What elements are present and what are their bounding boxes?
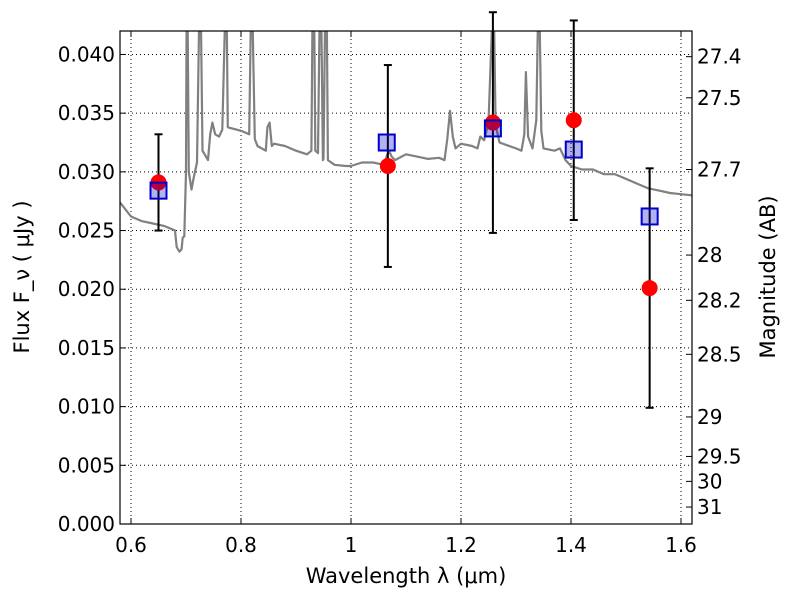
y-tick-label: 0.005	[58, 453, 115, 477]
model-point	[483, 119, 502, 138]
y-axis-label: Flux F_ν ( μJy )	[10, 200, 35, 353]
plot-background	[120, 31, 692, 524]
y-tick-label: 0.000	[58, 512, 115, 536]
y-tick-label: 0.010	[58, 395, 115, 419]
y2-axis-label: Magnitude (AB)	[756, 195, 780, 358]
y-tick-label: 0.020	[58, 277, 115, 301]
y-tick-label: 0.040	[58, 42, 115, 66]
y2-tick-label: 30	[697, 469, 722, 493]
y2-tick-label: 31	[697, 495, 722, 519]
x-tick-label: 1.4	[555, 533, 587, 557]
x-tick-label: 1.2	[445, 533, 477, 557]
x-tick-label: 0.6	[115, 533, 147, 557]
model-spectrum-line	[120, 31, 692, 253]
y-tick-label: 0.025	[58, 219, 115, 243]
observed-point	[641, 280, 658, 297]
y-tick-label: 0.015	[58, 336, 115, 360]
y2-tick-label: 27.4	[697, 45, 742, 69]
y2-tick-label: 29.5	[697, 444, 742, 468]
observed-point	[565, 112, 582, 129]
model-point	[564, 140, 583, 159]
y2-tick-label: 28.5	[697, 342, 742, 366]
y2-tick-label: 28	[697, 243, 722, 267]
tick-marks	[120, 31, 692, 525]
tick-labels: 0.6 0.8 1 1.2 1.4 1.6 0.000 0.005 0.010 0.015 0.02…	[58, 42, 742, 557]
marker-layer	[149, 11, 659, 409]
y2-tick-label: 27.5	[697, 86, 742, 110]
model-point	[640, 207, 659, 226]
y-tick-label: 0.035	[58, 101, 115, 125]
x-tick-label: 0.8	[225, 533, 257, 557]
x-axis-label: Wavelength λ (μm)	[306, 564, 507, 588]
y2-tick-label: 29	[697, 405, 722, 429]
x-tick-label: 1	[345, 533, 358, 557]
y2-tick-label: 27.7	[697, 157, 742, 181]
x-tick-label: 1.6	[665, 533, 697, 557]
model-point	[149, 181, 168, 200]
data-layer	[120, 31, 692, 253]
y2-tick-label: 28.2	[697, 288, 742, 312]
observed-point	[379, 157, 396, 174]
model-point	[377, 133, 396, 152]
y-tick-label: 0.030	[58, 160, 115, 184]
plot-frame	[119, 30, 693, 525]
